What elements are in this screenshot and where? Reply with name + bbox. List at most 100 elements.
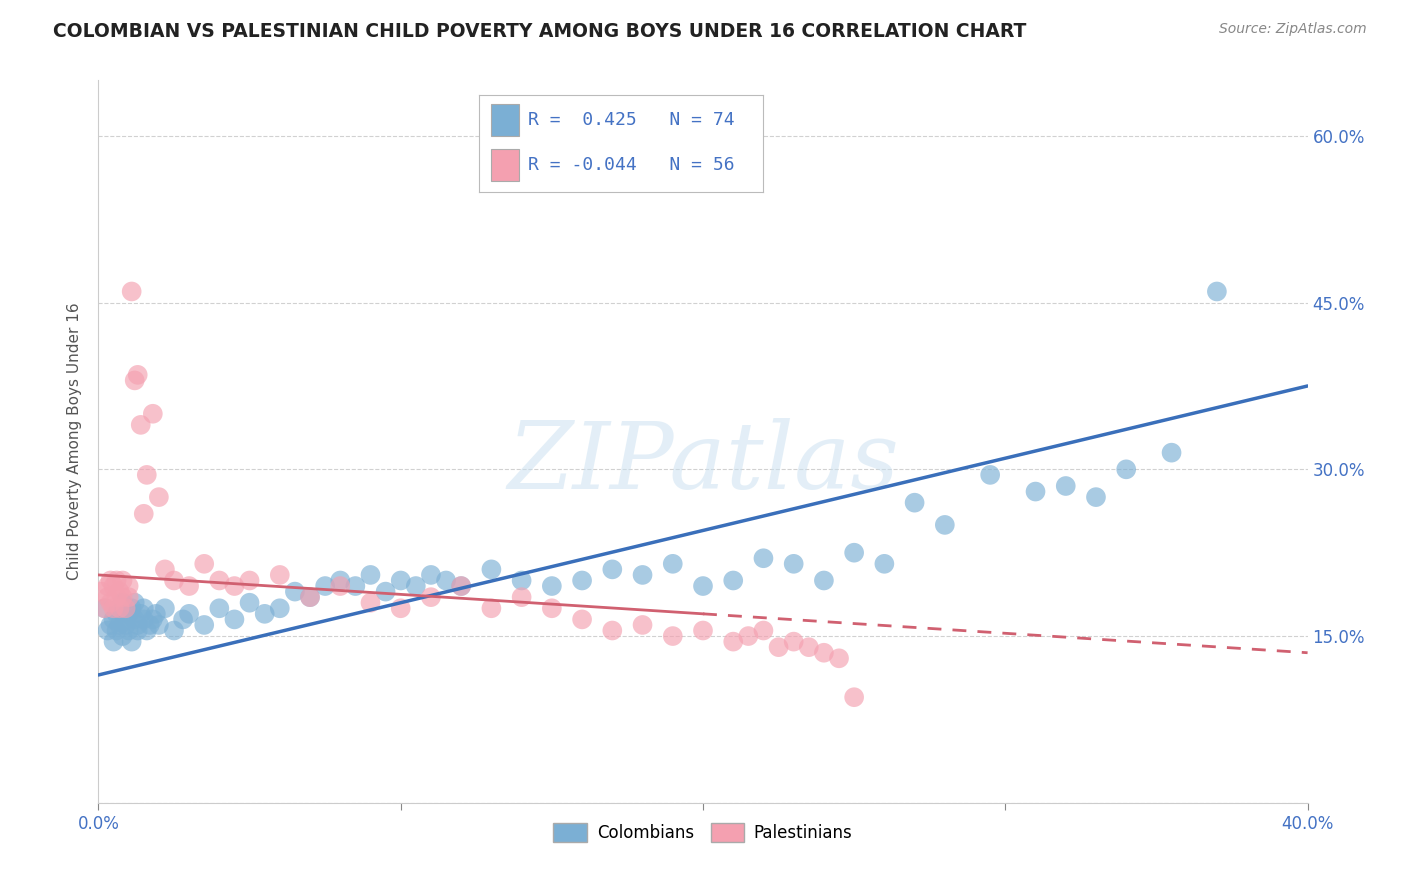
Point xyxy=(179,607,201,621)
Point xyxy=(571,612,593,626)
Point xyxy=(1160,445,1182,459)
Point xyxy=(208,601,231,615)
Point xyxy=(108,601,131,615)
Point xyxy=(813,574,835,588)
Point xyxy=(118,590,141,604)
Point xyxy=(360,568,382,582)
Point xyxy=(103,634,125,648)
Point xyxy=(148,490,170,504)
Point xyxy=(124,612,146,626)
Point xyxy=(661,629,683,643)
Point xyxy=(631,618,654,632)
Point xyxy=(510,574,533,588)
Point xyxy=(93,601,115,615)
Point xyxy=(100,618,122,632)
Point xyxy=(172,612,194,626)
Point xyxy=(1024,484,1046,499)
Point xyxy=(828,651,851,665)
Point xyxy=(127,368,149,382)
Point xyxy=(360,596,382,610)
Point xyxy=(153,562,176,576)
Point xyxy=(783,634,806,648)
Point xyxy=(844,546,866,560)
Point xyxy=(208,574,231,588)
Point xyxy=(129,417,152,432)
Point xyxy=(163,574,186,588)
Point xyxy=(723,574,745,588)
Point xyxy=(797,640,820,655)
Point xyxy=(481,601,503,615)
Point xyxy=(135,467,157,482)
Y-axis label: Child Poverty Among Boys Under 16: Child Poverty Among Boys Under 16 xyxy=(67,302,83,581)
Point xyxy=(105,607,128,621)
Point xyxy=(142,407,165,421)
Point xyxy=(127,624,149,638)
Point xyxy=(193,557,215,571)
Point xyxy=(103,612,125,626)
Point xyxy=(124,373,146,387)
Point xyxy=(127,618,149,632)
Point xyxy=(329,579,352,593)
Point xyxy=(571,574,593,588)
Point xyxy=(481,562,503,576)
Point xyxy=(118,624,141,638)
Point xyxy=(405,579,427,593)
Point xyxy=(135,624,157,638)
Point xyxy=(269,601,291,615)
Point xyxy=(114,601,136,615)
Point xyxy=(100,596,122,610)
Point xyxy=(179,579,201,593)
Legend: Colombians, Palestinians: Colombians, Palestinians xyxy=(547,816,859,848)
Point xyxy=(100,574,122,588)
Point xyxy=(510,590,533,604)
Point xyxy=(434,574,457,588)
Point xyxy=(344,579,367,593)
Point xyxy=(132,601,155,615)
Point xyxy=(118,579,141,593)
Point xyxy=(108,601,131,615)
Point xyxy=(768,640,790,655)
Point xyxy=(93,601,115,615)
Text: COLOMBIAN VS PALESTINIAN CHILD POVERTY AMONG BOYS UNDER 16 CORRELATION CHART: COLOMBIAN VS PALESTINIAN CHILD POVERTY A… xyxy=(53,22,1026,41)
Point xyxy=(692,624,714,638)
Text: ZIPatlas: ZIPatlas xyxy=(508,418,898,508)
Point xyxy=(314,579,336,593)
Point xyxy=(389,574,412,588)
Point xyxy=(105,590,128,604)
Point xyxy=(540,579,562,593)
Point xyxy=(389,601,412,615)
Point xyxy=(121,285,143,299)
Point xyxy=(737,629,759,643)
Point xyxy=(752,551,775,566)
Point xyxy=(450,579,472,593)
Point xyxy=(239,596,262,610)
Point xyxy=(111,596,134,610)
Point xyxy=(108,584,131,599)
Point xyxy=(239,574,262,588)
Point xyxy=(118,607,141,621)
Point xyxy=(979,467,1001,482)
Point xyxy=(129,607,152,621)
Point xyxy=(132,612,155,626)
Point xyxy=(139,618,162,632)
Point xyxy=(329,574,352,588)
Point xyxy=(224,612,246,626)
Point xyxy=(420,590,443,604)
Point xyxy=(1115,462,1137,476)
Point xyxy=(142,612,165,626)
Point xyxy=(193,618,215,632)
Point xyxy=(96,579,118,593)
Point xyxy=(148,618,170,632)
Point xyxy=(450,579,472,593)
Point xyxy=(108,618,131,632)
Point xyxy=(873,557,896,571)
Point xyxy=(904,496,927,510)
Point xyxy=(299,590,322,604)
Point xyxy=(783,557,806,571)
Point xyxy=(114,612,136,626)
Point xyxy=(121,601,143,615)
Point xyxy=(153,601,176,615)
Point xyxy=(631,568,654,582)
Point xyxy=(103,601,125,615)
Point xyxy=(132,507,155,521)
